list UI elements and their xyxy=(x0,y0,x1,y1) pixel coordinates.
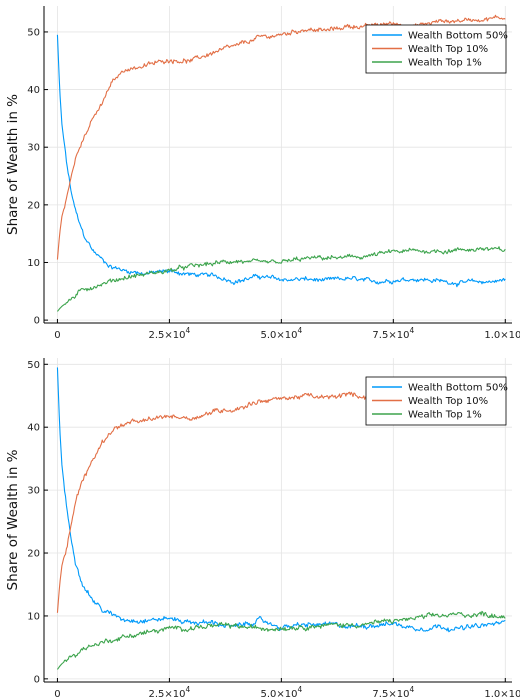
y-tick-label: 50 xyxy=(27,360,40,371)
y-tick-label: 0 xyxy=(34,316,40,327)
y-tick-label: 10 xyxy=(27,611,40,622)
series-line-wealth-bottom-50- xyxy=(56,34,506,288)
y-axis-title: Share of Wealth in % xyxy=(5,94,21,235)
y-tick-label: 40 xyxy=(27,85,40,96)
grid-lines xyxy=(44,6,512,323)
legend-label: Wealth Top 1% xyxy=(408,58,482,69)
series-line-wealth-top-1- xyxy=(56,610,506,670)
x-tick-label: 7.5×104 xyxy=(372,326,414,341)
x-tick-label: 0 xyxy=(54,689,60,700)
y-tick-label: 0 xyxy=(34,674,40,685)
x-tick-label: 1.0×105 xyxy=(484,685,520,700)
legend-label: Wealth Top 10% xyxy=(408,396,488,407)
legend-label: Wealth Bottom 50% xyxy=(408,383,508,394)
series-line-wealth-top-1- xyxy=(57,246,506,312)
legend: Wealth Bottom 50% Wealth Top 10% Wealth To… xyxy=(365,24,508,74)
legend-label: Wealth Top 10% xyxy=(408,44,488,55)
y-tick-label: 20 xyxy=(27,549,40,560)
y-tick-label: 10 xyxy=(27,258,40,269)
legend-label: Wealth Top 1% xyxy=(408,410,482,421)
x-tick-label: 7.5×104 xyxy=(372,685,414,700)
x-tick-label: 2.5×104 xyxy=(148,326,190,341)
x-tick-label: 5.0×104 xyxy=(260,685,302,700)
x-tick-label: 0 xyxy=(54,330,60,341)
chart-panel-2: 0 10 20 30 40 50 0 2.5×104 5.0×104 7.5×104 1.0×105… xyxy=(5,358,520,700)
y-tick-label: 20 xyxy=(27,200,40,211)
x-tick-label: 1.0×105 xyxy=(484,326,520,341)
x-tick-label: 5.0×104 xyxy=(260,326,302,341)
y-axis-title: Share of Wealth in % xyxy=(5,449,21,590)
y-tick-label: 30 xyxy=(27,143,40,154)
y-tick-label: 50 xyxy=(27,27,40,38)
series-line-wealth-top-10- xyxy=(56,14,506,260)
chart-panel-1: 0 10 20 30 40 50 0 2.5×104 5.0×104 7.5×104 1.0×105… xyxy=(5,6,520,341)
legend: Wealth Bottom 50% Wealth Top 10% Wealth To… xyxy=(365,376,508,426)
y-tick-label: 30 xyxy=(27,486,40,497)
legend-label: Wealth Bottom 50% xyxy=(408,31,508,42)
y-tick-label: 40 xyxy=(27,423,40,434)
x-tick-label: 2.5×104 xyxy=(148,685,190,700)
